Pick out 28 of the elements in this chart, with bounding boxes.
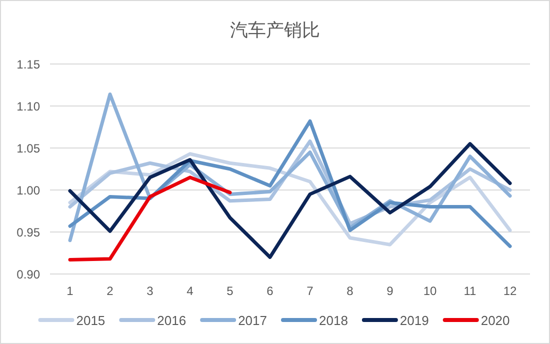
x-tick-label: 6 (266, 284, 274, 298)
legend-label: 2018 (319, 313, 348, 328)
y-tick-label: 0.95 (16, 226, 40, 240)
x-tick-label: 5 (226, 284, 234, 298)
y-tick-label: 1.15 (16, 58, 40, 72)
x-tick-label: 12 (503, 284, 517, 298)
y-tick-label: 0.90 (16, 268, 40, 282)
x-tick-label: 7 (306, 284, 314, 298)
y-tick-label: 1.05 (16, 142, 40, 156)
x-tick-label: 2 (106, 284, 114, 298)
x-tick-label: 9 (386, 284, 394, 298)
x-tick-label: 3 (146, 284, 154, 298)
line-series (68, 142, 512, 259)
x-tick-label: 1 (66, 284, 74, 298)
line-series (68, 176, 232, 262)
x-tick-label: 4 (186, 284, 194, 298)
legend-label: 2020 (480, 313, 510, 328)
chart-title: 汽车产销比 (230, 20, 320, 40)
legend-label: 2015 (76, 313, 106, 328)
x-tick-label: 8 (346, 284, 354, 298)
line-series (68, 119, 512, 248)
y-tick-label: 1.10 (16, 100, 40, 114)
legend-label: 2019 (400, 313, 429, 328)
legend-label: 2017 (238, 313, 267, 328)
y-tick-label: 1.00 (16, 184, 40, 198)
x-tick-label: 10 (423, 284, 437, 298)
legend-label: 2016 (157, 313, 186, 328)
x-tick-label: 11 (464, 284, 476, 298)
